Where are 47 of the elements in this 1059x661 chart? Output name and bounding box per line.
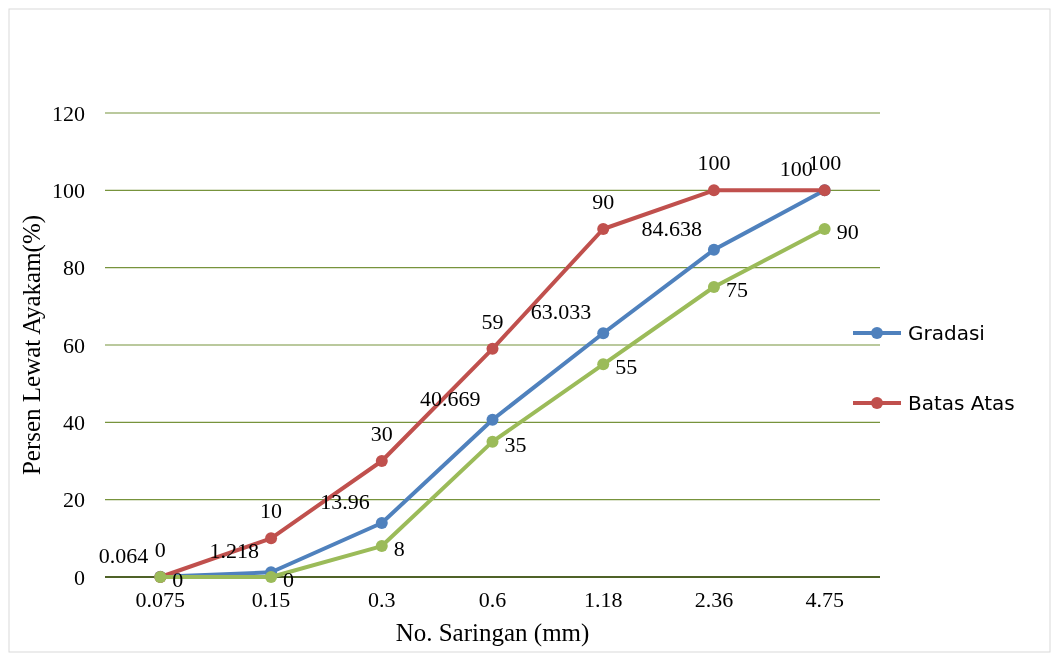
x-axis-title: No. Saringan (mm): [395, 619, 590, 647]
x-tick-label: 0.6: [478, 587, 507, 612]
point: [265, 571, 278, 583]
data-label: 84.638: [641, 215, 702, 241]
point: [597, 223, 610, 235]
point: [597, 358, 610, 371]
x-tick-label: 4.75: [805, 587, 844, 612]
y-tick-label: 100: [52, 178, 85, 204]
data-label: 59: [481, 308, 504, 334]
data-label: 63.033: [530, 299, 592, 325]
point: [375, 540, 388, 553]
point: [597, 327, 610, 340]
data-label: 8: [393, 536, 405, 562]
point: [265, 532, 278, 545]
data-label: 75: [725, 277, 748, 302]
legend-label: Gradasi: [908, 321, 985, 345]
y-axis-title: Persen Lewat Ayakam(%): [18, 214, 46, 476]
point: [375, 517, 388, 530]
x-tick-label: 0.3: [368, 587, 396, 612]
x-tick-label: 2.36: [694, 587, 734, 612]
data-label: 90: [836, 219, 859, 244]
x-tick-label: 0.075: [135, 587, 186, 612]
data-label: 100: [697, 150, 731, 176]
data-label: 55: [615, 354, 638, 380]
point: [707, 281, 720, 293]
y-tick-label: 60: [63, 332, 85, 358]
y-tick-label: 120: [52, 100, 85, 126]
point: [486, 342, 499, 355]
y-tick-label: 20: [63, 487, 85, 513]
y-tick-label: 40: [63, 410, 85, 436]
point: [707, 184, 720, 197]
data-label: 0: [154, 537, 166, 562]
legend-label: Batas Atas: [908, 391, 1015, 415]
x-tick-label: 1.18: [583, 587, 623, 612]
data-label: 35: [504, 431, 527, 457]
point: [486, 435, 499, 448]
x-tick-label: 0.15: [251, 587, 291, 612]
data-label: 0.064: [98, 542, 149, 568]
data-label: 10: [260, 498, 283, 524]
point: [707, 243, 720, 256]
data-label: 90: [592, 189, 615, 214]
y-tick-label: 80: [63, 255, 85, 281]
point: [818, 223, 831, 235]
point: [375, 455, 388, 467]
point: [486, 413, 499, 426]
data-label: 30: [370, 421, 393, 446]
y-tick-label: 0: [74, 564, 85, 590]
